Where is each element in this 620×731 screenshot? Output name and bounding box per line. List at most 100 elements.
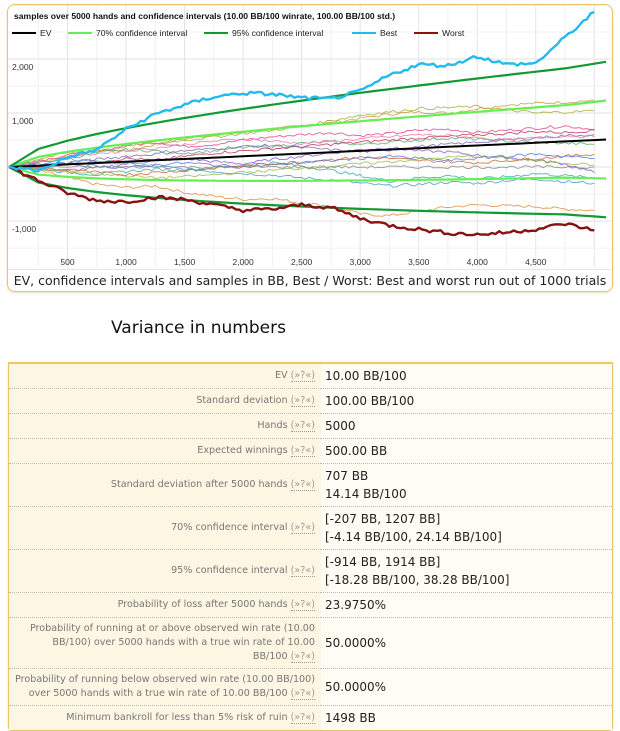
stats-row: 70% confidence interval (»?«) [-207 BB, 1… [9,506,612,550]
stat-label: Expected winnings (»?«) [9,438,321,464]
stat-value: 100.00 BB/100 [321,388,612,414]
stat-value: 23.9750% [321,592,612,618]
series-sample-line [8,157,595,188]
stats-table: EV (»?«) 10.00 BB/100 Standard deviation (… [9,364,612,730]
chart-caption: EV, confidence intervals and samples in … [8,269,612,291]
stat-label-text: Minimum bankroll for less than 5% risk o… [66,712,288,723]
stat-label: Minimum bankroll for less than 5% risk o… [9,705,321,730]
stats-row: Probability of running at or above obser… [9,617,612,669]
stat-label: Standard deviation (»?«) [9,388,321,414]
x-tick-label: 1,500 [174,257,196,267]
stat-value: 1498 BB [321,705,612,730]
stat-value-line: [-4.14 BB/100, 24.14 BB/100] [325,530,502,544]
stats-row: EV (»?«) 10.00 BB/100 [9,364,612,389]
legend[interactable]: EV 70% confidence interval 95% confidence … [12,28,465,38]
help-link[interactable]: (»?«) [290,420,315,432]
line-chart: 500 1,000 1,500 2,000 2,500 3,000 3,500 4,000 4,… [8,5,612,267]
chart-title: samples over 5000 hands and confidence i… [14,11,395,21]
stat-label: Probability of loss after 5000 hands (»?… [9,592,321,618]
series-ci70-line [8,166,607,182]
x-tick-label: 1,000 [115,257,137,267]
y-tick-label: 1,000 [12,116,34,126]
legend-label: EV [40,28,52,38]
stats-row: Probability of loss after 5000 hands (»?… [9,592,612,618]
stats-row: Minimum bankroll for less than 5% risk o… [9,705,612,730]
legend-label: 95% confidence interval [232,28,323,38]
stat-value: 10.00 BB/100 [321,364,612,389]
stats-row: Standard deviation (»?«) 100.00 BB/100 [9,388,612,414]
stats-panel: EV (»?«) 10.00 BB/100 Standard deviation (… [8,362,613,731]
series-ci70-line [8,99,607,169]
stats-row: Expected winnings (»?«) 500.00 BB [9,438,612,464]
help-link[interactable]: (»?«) [290,370,315,382]
stats-row: Standard deviation after 5000 hands (»?«… [9,463,612,507]
help-link[interactable]: (»?«) [290,445,315,457]
stat-label-text: Expected winnings [197,445,288,456]
stat-label: 95% confidence interval (»?«) [9,549,321,593]
legend-item[interactable]: Worst [414,28,465,38]
stat-label: Probability of running at or above obser… [9,617,321,669]
stat-value-line: [-18.28 BB/100, 38.28 BB/100] [325,573,510,587]
y-tick-label: -1,000 [12,224,36,234]
stat-label-text: EV [274,370,288,381]
stat-value: 5000 [321,413,612,439]
stat-label-text: Hands [257,420,288,431]
stat-value-line: 500.00 BB [325,444,388,458]
x-tick-label: 3,500 [408,257,430,267]
help-link[interactable]: (»?«) [290,479,315,491]
help-link[interactable]: (»?«) [290,599,315,611]
x-tick-label: 3,000 [350,257,372,267]
stat-value-line: 707 BB [325,469,369,483]
stat-label-text: Standard deviation [196,395,288,406]
stat-label: 70% confidence interval (»?«) [9,506,321,550]
legend-label: Best [380,28,398,38]
stat-value-line: 14.14 BB/100 [325,487,407,501]
stat-value: 707 BB 14.14 BB/100 [321,463,612,507]
stat-label-text: 70% confidence interval [171,522,288,533]
series-sample-line [8,125,595,168]
chart-panel: 500 1,000 1,500 2,000 2,500 3,000 3,500 4,000 4,… [7,4,613,292]
series-sample-line [8,133,595,168]
x-tick-label: 2,000 [232,257,254,267]
stat-value: 500.00 BB [321,438,612,464]
legend-item[interactable]: 70% confidence interval [68,28,187,38]
stat-label-text: Probability of running at or above obser… [29,623,315,662]
series-ci95-line [8,166,607,219]
legend-item[interactable]: 95% confidence interval [204,28,323,38]
axis-labels: 500 1,000 1,500 2,000 2,500 3,000 3,500 4,000 4,… [12,62,547,267]
series-sample-line [8,155,595,180]
stat-label-text: Standard deviation after 5000 hands [110,479,288,490]
legend-item[interactable]: Best [352,28,398,38]
stats-row: 95% confidence interval (»?«) [-914 BB, 1… [9,549,612,593]
stat-value: [-914 BB, 1914 BB] [-18.28 BB/100, 38.28 … [321,549,612,593]
stat-label-text: 95% confidence interval [171,565,288,576]
legend-label: Worst [442,28,465,38]
stat-value: 50.0000% [321,617,612,669]
legend-label: 70% confidence interval [96,28,187,38]
grid [8,5,612,267]
help-link[interactable]: (»?«) [290,712,315,724]
series-ci95-line [8,60,607,169]
stat-value-line: [-914 BB, 1914 BB] [325,555,441,569]
series-ev-line [8,138,607,169]
series-layer [8,10,607,237]
stat-value-line: 50.0000% [325,680,387,694]
series-best-line [8,10,595,173]
help-link[interactable]: (»?«) [290,688,315,700]
help-link[interactable]: (»?«) [290,651,315,663]
help-link[interactable]: (»?«) [290,565,315,577]
legend-item[interactable]: EV [12,28,52,38]
y-tick-label: 2,000 [12,62,34,72]
stat-label-text: Probability of running below observed wi… [15,674,315,699]
series-sample-line [8,165,595,169]
x-tick-label: 500 [60,257,74,267]
series-sample-line [8,104,595,168]
stat-label-text: Probability of loss after 5000 hands [117,599,288,610]
series-sample-line [8,133,595,169]
series-worst-line [8,165,595,237]
stat-value-line: 5000 [325,419,356,433]
stat-value-line: 10.00 BB/100 [325,369,407,383]
stats-row: Hands (»?«) 5000 [9,413,612,439]
help-link[interactable]: (»?«) [290,395,315,407]
help-link[interactable]: (»?«) [290,522,315,534]
